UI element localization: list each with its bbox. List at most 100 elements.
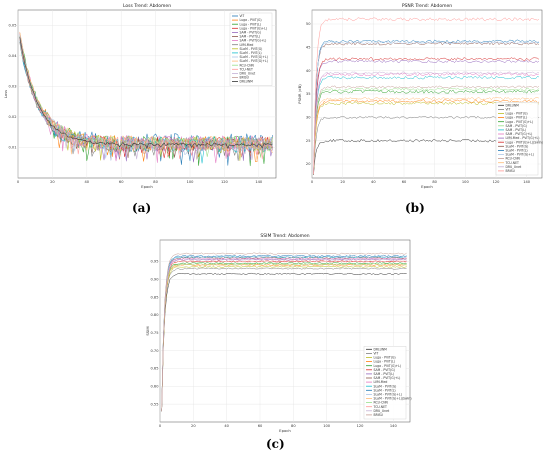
series-line-c-8 bbox=[161, 257, 407, 412]
y-tick-label: 0.01 bbox=[8, 146, 16, 150]
legend-label: LVM-Med - PViT(G)+L) bbox=[506, 136, 540, 140]
legend-label: TCU-NET bbox=[373, 405, 388, 409]
x-tick-label: 20 bbox=[191, 424, 196, 428]
y-axis-label-b: PSNR (dB) bbox=[297, 84, 302, 104]
y-tick-label: 0.05 bbox=[8, 23, 16, 27]
x-tick-label: 120 bbox=[357, 424, 365, 428]
y-tick-label: 0.02 bbox=[8, 115, 16, 119]
legend-label: Luga - PViT(L) bbox=[374, 360, 395, 364]
legend-label: RCU-CNN bbox=[240, 63, 255, 67]
legend-label: SAM - PViT(G)+L) bbox=[374, 376, 401, 380]
legend-label: SLaM - PViT(G) bbox=[240, 47, 263, 51]
x-tick-label: 20 bbox=[50, 180, 55, 184]
y-tick-label: 40 bbox=[306, 69, 311, 73]
series-line-c-14 bbox=[161, 260, 407, 412]
ssim-chart: SSIM Trend: Abdomen 0 20 40 60 80 100 120 140 0.5… bbox=[145, 233, 412, 433]
caption-a: (a) bbox=[132, 201, 152, 215]
y-tick-label: 0.55 bbox=[150, 402, 158, 406]
legend-label: Luga - PViT(G)+L) bbox=[506, 120, 534, 124]
legend-label: DRLUNM bbox=[506, 103, 520, 107]
x-tick-label: 140 bbox=[255, 180, 263, 184]
series-line-a-15 bbox=[19, 37, 273, 160]
legend-label: BRISU bbox=[374, 413, 383, 417]
y-tick-label: 0.85 bbox=[150, 295, 158, 299]
series-line-a-13 bbox=[19, 38, 273, 160]
legend-label: BRISU bbox=[506, 169, 515, 173]
x-tick-label: 100 bbox=[323, 424, 331, 428]
legend-label: SLaM - PViT(G)+L)(Swin) bbox=[374, 397, 412, 401]
x-tick-label: 100 bbox=[187, 180, 195, 184]
series-line-b-3 bbox=[313, 99, 539, 175]
chart-title-a: Loss Trend: Abdomen bbox=[123, 3, 171, 9]
psnr-chart-panel: PSNR Trend: Abdomen 0 20 40 60 80 100 120 140 20 2… bbox=[296, 0, 550, 218]
legend-label: SAM - PViT(G) bbox=[240, 31, 261, 35]
x-tick-label: 0 bbox=[311, 180, 314, 184]
series-line-b-13 bbox=[313, 85, 540, 175]
legend-label: LVM-Med bbox=[374, 380, 388, 384]
series-line-b-6 bbox=[313, 76, 540, 175]
series-line-b-7 bbox=[313, 72, 539, 175]
x-tick-label: 140 bbox=[390, 424, 398, 428]
x-tick-label: 60 bbox=[119, 180, 124, 184]
series-line-b-8 bbox=[313, 59, 540, 175]
legend-label: Luga - PViT(L) bbox=[240, 22, 261, 26]
legend-label: BRISU bbox=[240, 76, 249, 80]
legend-label: Luga - PViT(G)+L) bbox=[240, 26, 268, 30]
legend-label: SLaM - PViT(G)+L) bbox=[506, 153, 534, 157]
legend-label: DRU_Unet bbox=[506, 165, 522, 169]
legend-label: LVM-Med bbox=[240, 43, 254, 47]
legend-label: Luga - PViT(G)+L)(Swin) bbox=[506, 140, 543, 144]
y-axis-label-c: SSIM bbox=[145, 326, 150, 335]
series-line-b-16 bbox=[313, 17, 540, 175]
series-line-c-11 bbox=[161, 255, 407, 412]
legend-label: SLaM - PViT(L) bbox=[506, 149, 528, 153]
y-tick-label: 0.75 bbox=[150, 331, 158, 335]
x-axis-label-c: Epoch bbox=[279, 428, 291, 433]
series-line-b-5 bbox=[313, 87, 540, 175]
legend-label: RCU-CNN bbox=[374, 401, 389, 405]
legend-label: Luga - PViT(G) bbox=[240, 18, 262, 22]
x-tick-label: 120 bbox=[493, 180, 501, 184]
y-tick-label: 0.95 bbox=[150, 260, 158, 264]
legend-label: SAM - PViT(G) bbox=[374, 368, 395, 372]
legend-label: ViT bbox=[374, 352, 379, 356]
x-tick-label: 20 bbox=[340, 180, 345, 184]
x-axis-label-a: Epoch bbox=[141, 184, 153, 189]
x-tick-label: 0 bbox=[17, 180, 20, 184]
legend-label: SAM - PViT(L) bbox=[374, 372, 395, 376]
legend-label: Luga - PViT(G) bbox=[374, 356, 396, 360]
legend-label: SAM - PViT(L) bbox=[240, 35, 261, 39]
legend-label: SLaM - PViT(G)+L) bbox=[240, 59, 268, 63]
series-line-b-12 bbox=[313, 41, 540, 175]
series-line-c-15 bbox=[161, 258, 407, 412]
series-line-c-10 bbox=[161, 255, 407, 412]
y-tick-label: 30 bbox=[306, 116, 311, 120]
legend-label: SLaM - PViT(G) bbox=[506, 144, 529, 148]
legend-label: SLaM - PViT(G)+L) bbox=[240, 55, 268, 59]
series-line-b-10 bbox=[313, 41, 540, 175]
legend-label: Luga - PViT(G) bbox=[506, 112, 528, 116]
legend-label: RCU-CNN bbox=[506, 157, 521, 161]
series-line-a-16 bbox=[19, 36, 273, 149]
series-line-b-11 bbox=[313, 39, 539, 175]
x-tick-label: 80 bbox=[153, 180, 158, 184]
series-line-c-4 bbox=[161, 262, 407, 412]
y-tick-label: 50 bbox=[306, 22, 311, 26]
series-line-b-14 bbox=[313, 97, 540, 175]
legend-label: Luga - PViT(L) bbox=[506, 116, 527, 120]
legend-label: SAM - PViT(L) bbox=[506, 128, 527, 132]
x-tick-label: 140 bbox=[523, 180, 531, 184]
legend-label: ViT bbox=[506, 108, 511, 112]
legend-label: SAM - PViT(G) bbox=[506, 124, 527, 128]
series-line-b-4 bbox=[313, 89, 540, 175]
legend-label: SLaM - PViT(G)+L) bbox=[374, 393, 402, 397]
x-tick-label: 40 bbox=[85, 180, 90, 184]
y-tick-label: 45 bbox=[306, 46, 311, 50]
series-line-c-12 bbox=[161, 264, 407, 412]
legend-label: SAM - PViT(G)+L) bbox=[240, 39, 267, 43]
caption-c: (c) bbox=[266, 437, 285, 451]
legend-label: ViT bbox=[240, 14, 245, 18]
psnr-chart: PSNR Trend: Abdomen 0 20 40 60 80 100 120 140 20 2… bbox=[297, 3, 543, 189]
x-tick-label: 120 bbox=[221, 180, 229, 184]
x-tick-label: 0 bbox=[159, 424, 162, 428]
